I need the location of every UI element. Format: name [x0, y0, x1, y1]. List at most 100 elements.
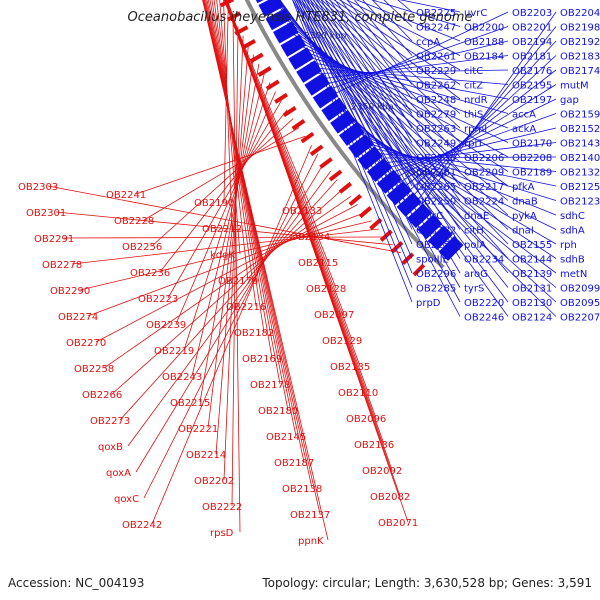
forward-gene-label: rpmI: [464, 124, 487, 135]
reverse-gene-label: OB2115: [298, 258, 338, 269]
forward-gene-label: OB2144: [512, 255, 552, 266]
forward-gene-mark: [289, 49, 311, 65]
reverse-gene-label: OB2187: [274, 458, 314, 469]
forward-label-leader: [320, 0, 413, 158]
forward-label-leader: [371, 0, 461, 27]
reverse-gene-label: OB2242: [122, 520, 162, 531]
reverse-label-leader: [47, 185, 401, 254]
forward-gene-label: thiS: [464, 110, 483, 121]
reverse-gene-mark: [282, 106, 297, 118]
forward-gene-mark: [291, 52, 313, 68]
reverse-gene-label: OB2258: [74, 364, 114, 375]
forward-gene-label: metN: [560, 269, 587, 280]
reverse-gene-label: OB2212: [202, 224, 242, 235]
reverse-gene-mark: [369, 217, 383, 231]
reverse-gene-label: OB2303: [18, 182, 58, 193]
forward-gene-label: OB2246: [464, 313, 504, 324]
forward-gene-label: OB2095: [560, 298, 600, 309]
forward-gene-label: OB2170: [512, 139, 552, 150]
reverse-gene-label: OB2223: [138, 294, 178, 305]
reverse-label-leader: [211, 0, 265, 333]
forward-label-leader: [307, 0, 461, 201]
tick-label: 2400 kbp: [405, 169, 448, 179]
forward-gene-mark: [357, 146, 378, 163]
forward-label-leader: [312, 0, 461, 172]
reverse-label-leader: [207, 54, 254, 429]
forward-gene-mark: [421, 218, 441, 237]
reverse-gene-label: OB2221: [178, 424, 218, 435]
forward-gene-label: dnaI: [512, 226, 534, 237]
reverse-gene-label: OB2215: [170, 398, 210, 409]
forward-gene-label: OB2229: [416, 66, 456, 77]
reverse-gene-mark: [401, 252, 415, 266]
forward-label-leader: [354, 0, 413, 71]
forward-gene-mark: [282, 36, 304, 52]
backbone-arc: [244, 0, 445, 269]
reverse-gene-label: OB2137: [290, 510, 330, 521]
reverse-gene-mark: [412, 263, 426, 277]
reverse-gene-label: OB2219: [154, 346, 194, 357]
forward-gene-label: ccpA: [416, 37, 440, 48]
reverse-label-leader: [151, 144, 312, 525]
forward-gene-mark: [259, 0, 282, 12]
reverse-label-leader: [135, 135, 306, 195]
reverse-gene-mark: [300, 131, 315, 144]
reverse-label-leader: [213, 0, 257, 307]
forward-label-leader: [406, 55, 557, 194]
reverse-gene-label: OB2145: [266, 432, 306, 443]
forward-label-leader: [355, 0, 461, 42]
forward-label-leader: [301, 0, 413, 245]
forward-label-leader: [277, 0, 509, 288]
reverse-gene-label: OB2092: [362, 466, 402, 477]
forward-gene-label: OB2152: [560, 124, 600, 135]
forward-label-leader: [411, 40, 557, 199]
forward-gene-mark: [304, 72, 326, 89]
forward-gene-label: OB2139: [512, 269, 552, 280]
forward-label-leader: [303, 0, 461, 230]
reverse-gene-label: OB2071: [378, 518, 418, 529]
reverse-gene-mark: [249, 52, 264, 64]
reverse-gene-label: ppnK: [298, 536, 324, 547]
forward-gene-label: OB2262: [416, 81, 456, 92]
forward-gene-mark: [434, 231, 453, 251]
forward-gene-mark: [432, 229, 451, 248]
reverse-gene-label: OB2110: [338, 388, 378, 399]
forward-gene-label: OB2099: [560, 284, 600, 295]
forward-gene-mark: [443, 240, 462, 259]
reverse-gene-label: OB2202: [194, 476, 234, 487]
reverse-label-leader: [175, 91, 276, 325]
forward-label-leader: [334, 0, 413, 114]
reverse-label-leader: [202, 0, 321, 515]
forward-gene-mark: [297, 62, 319, 78]
reverse-gene-mark: [348, 194, 362, 207]
forward-gene-label: OB2220: [464, 298, 504, 309]
forward-gene-mark: [296, 60, 318, 76]
reverse-gene-label: OB2138: [282, 484, 322, 495]
reverse-label-leader: [167, 100, 282, 299]
forward-label-leader: [328, 0, 461, 100]
forward-gene-label: OB2174: [560, 66, 600, 77]
reverse-gene-label: qoxB: [98, 442, 123, 453]
forward-gene-label: OB2247: [416, 23, 456, 34]
reverse-gene-label: OB2278: [42, 260, 82, 271]
forward-gene-label: OB2140: [560, 153, 600, 164]
forward-label-leader: [338, 0, 461, 71]
reverse-label-leader: [209, 0, 273, 359]
reverse-gene-label: rpsD: [210, 528, 234, 539]
forward-gene-mark: [314, 87, 336, 104]
forward-gene-label: OB2209: [464, 168, 504, 179]
forward-gene-label: OB2181: [512, 52, 552, 63]
forward-label-leader: [399, 0, 461, 13]
reverse-gene-mark: [291, 119, 306, 131]
forward-label-leader: [389, 113, 557, 174]
forward-gene-label: polA: [464, 240, 486, 251]
forward-gene-label: OB2250: [416, 197, 456, 208]
reverse-gene-label: OB2236: [130, 268, 170, 279]
forward-gene-label: OB2130: [512, 298, 552, 309]
forward-gene-label: OB2189: [512, 168, 552, 179]
forward-label-leader: [296, 0, 413, 274]
forward-gene-label: nrdR: [464, 95, 488, 106]
forward-gene-label: OB2281: [416, 168, 456, 179]
forward-gene-label: gap: [560, 95, 579, 106]
forward-gene-label: OB2183: [560, 52, 600, 63]
